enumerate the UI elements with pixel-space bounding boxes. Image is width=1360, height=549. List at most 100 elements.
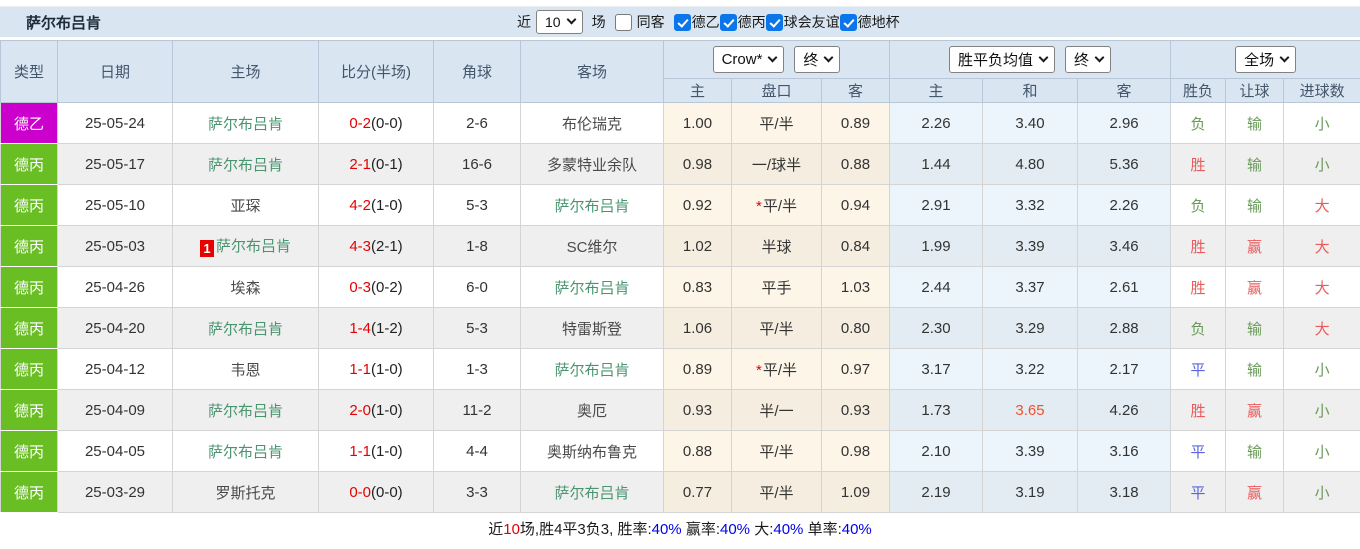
avg-away-odds: 3.46 [1078, 226, 1171, 267]
result-goals-cell: 小 [1284, 103, 1360, 144]
handicap-home-odds: 0.98 [664, 144, 732, 185]
avg-away-odds: 2.26 [1078, 185, 1171, 226]
same-away-checkbox[interactable] [615, 14, 632, 31]
handicap-line: *平/半 [732, 185, 822, 226]
result-wdl-cell: 胜 [1171, 267, 1226, 308]
league-filter-label: 德乙 [692, 12, 720, 32]
league-filter-1[interactable]: 德丙 [720, 12, 766, 32]
corner-cell: 5-3 [434, 185, 521, 226]
avg-home-odds: 1.73 [890, 390, 983, 431]
result-wdl-cell: 平 [1171, 349, 1226, 390]
league-filters: 德乙德丙球会友谊德地杯 [674, 12, 900, 32]
scope-value: 全场 [1244, 49, 1274, 70]
corner-cell: 1-8 [434, 226, 521, 267]
top-strip [0, 0, 1360, 7]
avg-home-odds: 3.17 [890, 349, 983, 390]
recent-count-select[interactable]: 10 [536, 10, 583, 34]
league-filter-3[interactable]: 德地杯 [840, 12, 900, 32]
handicap-home-odds: 0.89 [664, 349, 732, 390]
games-label: 场 [592, 12, 606, 32]
avg-draw-odds: 3.40 [983, 103, 1078, 144]
footer-segment: 40% [773, 521, 803, 538]
avg-home-odds: 2.19 [890, 472, 983, 513]
bookmaker-select[interactable]: Crow* [713, 46, 785, 73]
handicap-away-odds: 1.03 [822, 267, 890, 308]
score-cell: 1-1(1-0) [319, 431, 434, 472]
chevron-down-icon [824, 52, 834, 62]
checkbox-icon[interactable] [766, 14, 783, 31]
home-team-cell: 亚琛 [173, 185, 319, 226]
result-handicap-cell: 输 [1226, 144, 1284, 185]
date-cell: 25-05-24 [58, 103, 173, 144]
handicap-home-odds: 1.02 [664, 226, 732, 267]
avg-home-odds: 2.26 [890, 103, 983, 144]
result-goals-cell: 小 [1284, 472, 1360, 513]
same-away-label: 同客 [637, 12, 665, 32]
score-cell: 0-0(0-0) [319, 472, 434, 513]
date-cell: 25-04-05 [58, 431, 173, 472]
league-filter-2[interactable]: 球会友谊 [766, 12, 840, 32]
away-team-cell: SC维尔 [521, 226, 664, 267]
checkbox-icon[interactable] [720, 14, 737, 31]
avg-away-odds: 2.61 [1078, 267, 1171, 308]
home-team-cell: 萨尔布吕肯 [173, 308, 319, 349]
summary-footer: 近10场,胜4平3负3, 胜率:40% 赢率:40% 大:40% 单率:40% [0, 513, 1360, 549]
scope-select[interactable]: 全场 [1235, 46, 1296, 73]
avg-stage-select[interactable]: 终 [1065, 46, 1111, 73]
avg-away-odds: 4.26 [1078, 390, 1171, 431]
handicap-odds-group: Crow* 终 [664, 41, 890, 79]
footer-segment: 40% [720, 521, 750, 538]
away-team-cell: 特雷斯登 [521, 308, 664, 349]
handicap-line: 平/半 [732, 472, 822, 513]
avg-draw-odds: 3.39 [983, 226, 1078, 267]
avg-type-select[interactable]: 胜平负均值 [949, 46, 1055, 73]
result-goals-cell: 大 [1284, 267, 1360, 308]
away-team-cell: 布伦瑞克 [521, 103, 664, 144]
checkbox-icon[interactable] [840, 14, 857, 31]
home-team-cell: 埃森 [173, 267, 319, 308]
result-handicap-cell: 赢 [1226, 267, 1284, 308]
footer-segment: 近 [488, 521, 503, 538]
league-filter-0[interactable]: 德乙 [674, 12, 720, 32]
handicap-home-odds: 0.93 [664, 390, 732, 431]
avg-away-odds: 3.16 [1078, 431, 1171, 472]
footer-segment: 40% [842, 521, 872, 538]
date-cell: 25-04-09 [58, 390, 173, 431]
league-badge: 德乙 [1, 103, 58, 144]
handicap-line: 平手 [732, 267, 822, 308]
avg-draw-odds: 3.37 [983, 267, 1078, 308]
avg-home-odds: 2.91 [890, 185, 983, 226]
chevron-down-icon [1039, 52, 1049, 62]
filter-controls: 近 10 场 同客 德乙德丙球会友谊德地杯 [517, 7, 900, 37]
corner-cell: 6-0 [434, 267, 521, 308]
date-cell: 25-05-10 [58, 185, 173, 226]
odds-stage-value: 终 [803, 49, 818, 70]
checkbox-icon[interactable] [674, 14, 691, 31]
col-header-away: 客场 [521, 41, 664, 103]
result-handicap-cell: 赢 [1226, 226, 1284, 267]
subcol-odds-line: 盘口 [732, 79, 822, 103]
col-header-type: 类型 [1, 41, 58, 103]
date-cell: 25-04-26 [58, 267, 173, 308]
league-filter-label: 德地杯 [858, 12, 900, 32]
avg-draw-odds: 3.29 [983, 308, 1078, 349]
star-mark: * [756, 362, 762, 379]
result-handicap-cell: 输 [1226, 349, 1284, 390]
col-header-date: 日期 [58, 41, 173, 103]
result-goals-cell: 大 [1284, 185, 1360, 226]
subcol-odds-away: 客 [822, 79, 890, 103]
odds-stage-select[interactable]: 终 [794, 46, 840, 73]
home-team-cell: 萨尔布吕肯 [173, 103, 319, 144]
avg-away-odds: 3.18 [1078, 472, 1171, 513]
away-team-cell: 萨尔布吕肯 [521, 267, 664, 308]
avg-draw-odds: 3.65 [983, 390, 1078, 431]
result-handicap-cell: 输 [1226, 185, 1284, 226]
handicap-home-odds: 0.77 [664, 472, 732, 513]
handicap-home-odds: 0.83 [664, 267, 732, 308]
avg-stage-value: 终 [1074, 49, 1089, 70]
away-team-cell: 萨尔布吕肯 [521, 185, 664, 226]
subcol-result-wdl: 胜负 [1171, 79, 1226, 103]
